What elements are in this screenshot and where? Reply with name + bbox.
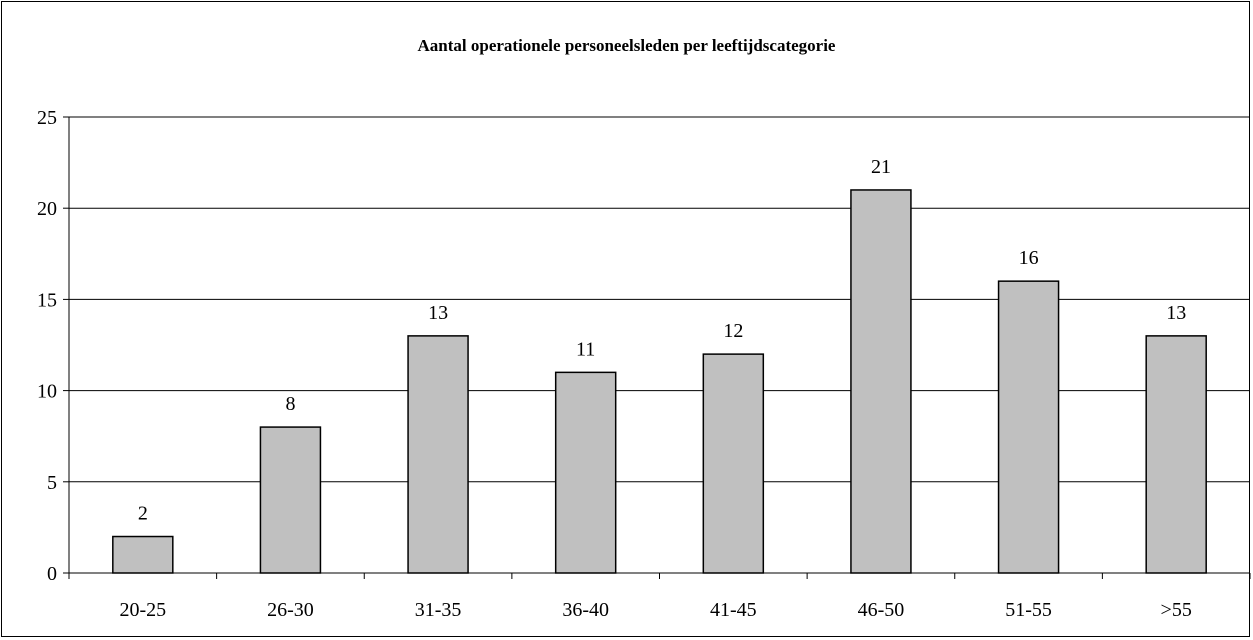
bar — [702, 353, 765, 574]
data-label: 11 — [576, 338, 595, 360]
gridlines — [69, 116, 1250, 483]
bar — [112, 535, 174, 574]
y-tick-label: 25 — [37, 107, 57, 129]
y-tick-label: 10 — [37, 381, 57, 403]
x-tick-label: 41-45 — [710, 599, 757, 621]
data-label: 13 — [1166, 302, 1186, 324]
bar — [259, 426, 322, 574]
x-tick-label: 46-50 — [858, 599, 905, 621]
data-label: 13 — [428, 302, 448, 324]
bar — [1145, 335, 1207, 574]
data-label: 16 — [1019, 247, 1039, 269]
bars — [112, 189, 1207, 574]
bar — [554, 371, 617, 574]
bar — [997, 280, 1060, 574]
data-label: 12 — [723, 320, 743, 342]
x-tick-label: 26-30 — [267, 599, 314, 621]
y-tick-label: 5 — [47, 472, 57, 494]
data-label: 21 — [871, 156, 891, 178]
data-labels: 2 8 13 11 12 21 16 13 — [138, 156, 1186, 525]
data-label: 8 — [285, 393, 295, 415]
y-tick-label: 0 — [47, 563, 57, 585]
x-tick-label: 51-55 — [1005, 599, 1052, 621]
bar — [850, 189, 912, 574]
x-tick-label: 36-40 — [562, 599, 609, 621]
x-tick-label: 20-25 — [119, 599, 166, 621]
y-tick-label: 15 — [37, 289, 57, 311]
chart-title: Aantal operationele personeelsleden per … — [417, 36, 836, 55]
data-label: 2 — [138, 503, 148, 525]
axes — [63, 116, 1251, 579]
y-tick-label: 20 — [37, 198, 57, 220]
x-tick-labels: 20-25 26-30 31-35 36-40 41-45 46-50 51-55 >55 — [119, 599, 1191, 621]
bar — [407, 335, 469, 574]
x-tick-label: 31-35 — [415, 599, 462, 621]
y-tick-labels: 0 5 10 15 20 25 — [37, 107, 57, 585]
x-tick-label: >55 — [1161, 599, 1192, 621]
